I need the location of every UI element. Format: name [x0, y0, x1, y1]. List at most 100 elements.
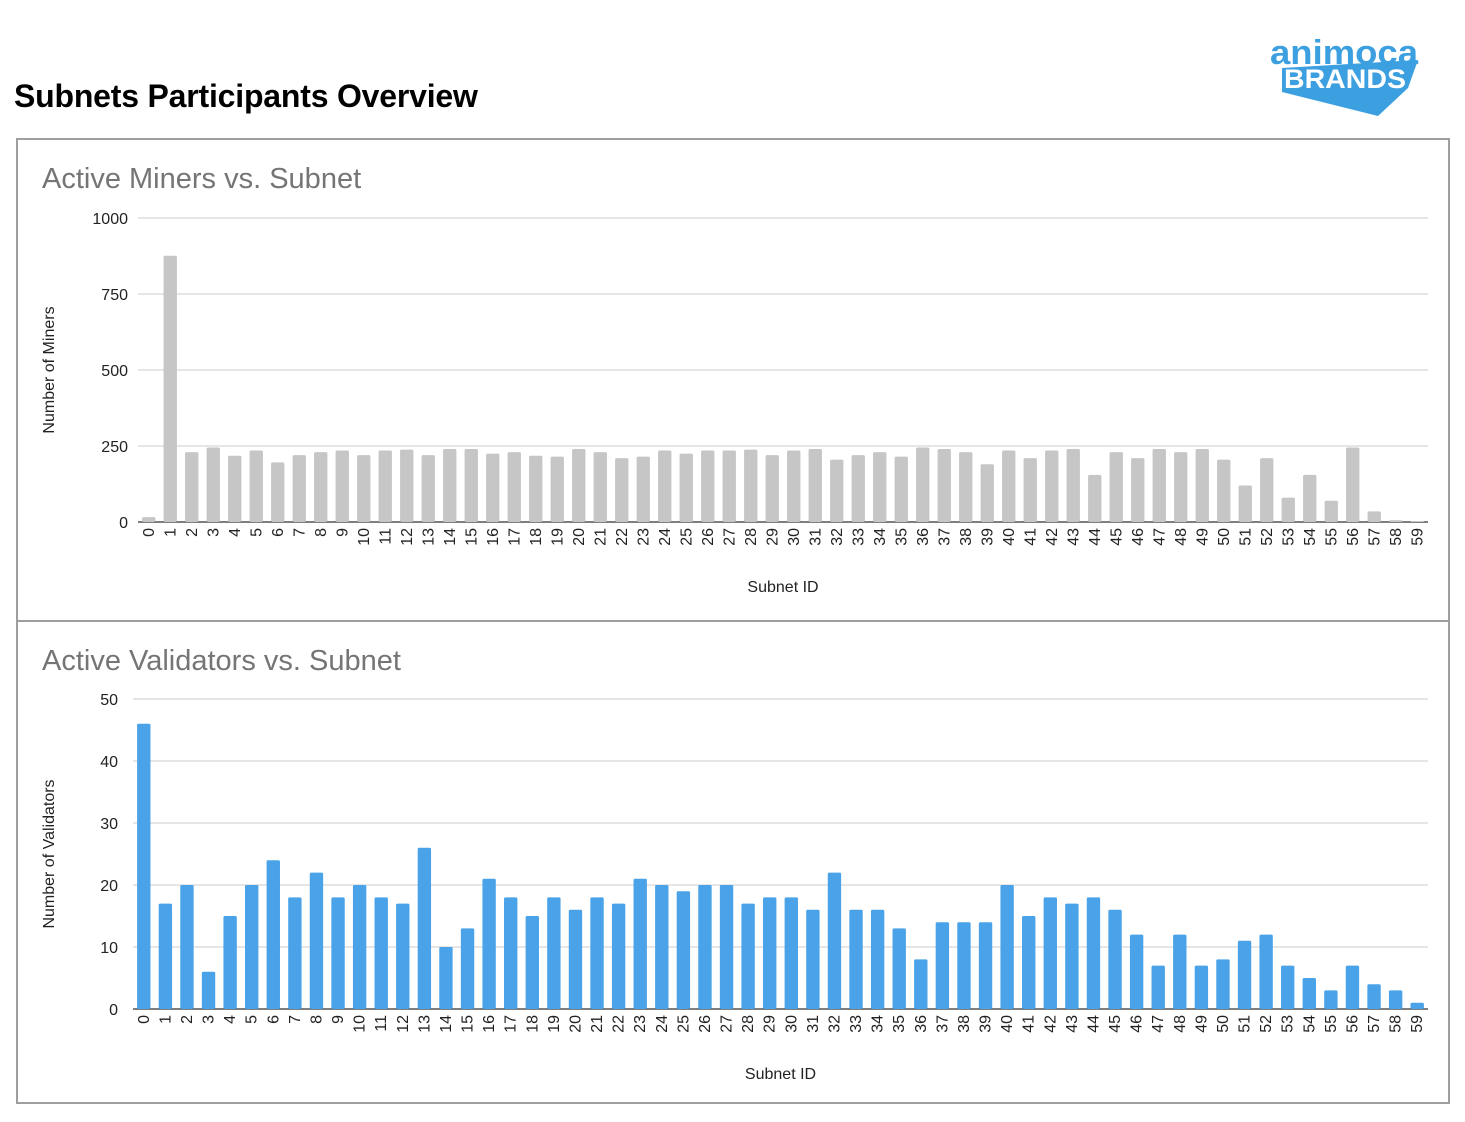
validators-chart-title: Active Validators vs. Subnet — [42, 645, 401, 677]
validators-y-tick-label: 50 — [100, 692, 118, 709]
miners-x-tick-label: 42 — [1044, 528, 1061, 546]
validators-bar — [763, 897, 777, 1009]
validators-x-axis-label: Subnet ID — [745, 1066, 816, 1083]
miners-bar — [142, 517, 156, 522]
validators-bar — [223, 916, 237, 1009]
validators-x-tick-label: 51 — [1237, 1015, 1254, 1033]
miners-bar — [1238, 485, 1252, 522]
validators-bar — [1216, 959, 1230, 1009]
miners-x-tick-label: 44 — [1087, 528, 1104, 546]
validators-bar — [698, 885, 712, 1009]
validators-x-tick-label: 49 — [1193, 1015, 1210, 1033]
validators-bar — [806, 909, 820, 1009]
validators-x-tick-label: 31 — [805, 1015, 822, 1033]
miners-bar — [1066, 449, 1080, 522]
validators-x-tick-label: 40 — [999, 1015, 1016, 1033]
miners-x-tick-label: 8 — [313, 528, 330, 537]
validators-bar — [1237, 940, 1252, 1009]
validators-bar — [309, 872, 324, 1009]
miners-bar — [529, 455, 543, 522]
validators-x-tick-label: 54 — [1301, 1015, 1318, 1033]
logo-banner-shape — [1282, 60, 1418, 116]
miners-x-tick-label: 2 — [184, 528, 201, 537]
validators-bar — [1324, 990, 1338, 1009]
miners-x-tick-label: 16 — [485, 528, 502, 546]
validators-x-tick-label: 19 — [546, 1015, 563, 1033]
miners-x-tick-label: 36 — [915, 528, 932, 546]
validators-x-tick-label: 14 — [438, 1015, 455, 1033]
miners-x-tick-label: 17 — [506, 528, 523, 546]
validators-bar — [1388, 990, 1403, 1009]
validators-x-tick-label: 59 — [1409, 1015, 1426, 1033]
miners-x-tick-label: 52 — [1259, 528, 1276, 546]
miners-bar — [1131, 458, 1145, 522]
miners-bar — [937, 449, 951, 522]
miners-y-tick-label: 750 — [101, 287, 128, 304]
miners-x-tick-label: 46 — [1130, 528, 1147, 546]
miners-bar — [550, 456, 564, 522]
miners-bar — [1324, 500, 1338, 522]
miners-x-axis-label: Subnet ID — [747, 579, 818, 596]
validators-x-tick-label: 58 — [1388, 1015, 1405, 1033]
miners-bar — [894, 456, 908, 522]
miners-x-tick-label: 59 — [1409, 528, 1426, 546]
validators-bar — [288, 897, 302, 1009]
validators-bar — [978, 922, 993, 1009]
miners-bar — [1410, 521, 1424, 522]
validators-bar — [158, 903, 173, 1009]
validators-x-tick-label: 37 — [934, 1015, 951, 1033]
miners-y-tick-label: 250 — [101, 439, 128, 456]
miners-bar — [873, 452, 887, 522]
validators-bar — [417, 847, 432, 1009]
miners-bar — [851, 455, 865, 522]
miners-bar — [1346, 447, 1360, 522]
validators-bar — [1086, 897, 1101, 1009]
brand-logo: animoca BRANDS — [1268, 30, 1428, 120]
validators-x-tick-label: 26 — [697, 1015, 714, 1033]
validators-x-tick-label: 1 — [157, 1015, 174, 1024]
miners-x-tick-label: 39 — [979, 528, 996, 546]
miners-bar — [679, 453, 693, 522]
miners-bar — [1152, 449, 1166, 522]
miners-bar — [572, 449, 586, 522]
miners-x-tick-label: 54 — [1302, 528, 1319, 546]
validators-bar — [266, 860, 280, 1009]
miners-bar — [335, 450, 349, 522]
validators-bar — [1302, 978, 1316, 1009]
miners-x-tick-label: 28 — [743, 528, 760, 546]
miners-x-tick-label: 23 — [635, 528, 652, 546]
validators-bar — [460, 928, 475, 1009]
miners-x-tick-label: 24 — [657, 528, 674, 546]
validators-x-tick-label: 48 — [1172, 1015, 1189, 1033]
miners-x-tick-label: 33 — [850, 528, 867, 546]
miners-x-tick-label: 57 — [1366, 528, 1383, 546]
validators-bar — [1108, 909, 1122, 1009]
miners-x-tick-label: 49 — [1194, 528, 1211, 546]
validators-bar — [504, 897, 518, 1009]
validators-x-tick-label: 52 — [1258, 1015, 1275, 1033]
miners-bar — [722, 450, 736, 522]
miners-bar — [443, 449, 457, 522]
miners-x-tick-label: 13 — [420, 528, 437, 546]
miners-bar — [636, 456, 650, 522]
miners-x-tick-label: 19 — [549, 528, 566, 546]
miners-x-tick-label: 37 — [936, 528, 953, 546]
validators-x-tick-label: 30 — [783, 1015, 800, 1033]
validators-bar — [741, 903, 755, 1009]
miners-bar — [808, 449, 822, 522]
validators-bar — [827, 872, 842, 1009]
miners-x-tick-label: 22 — [614, 528, 631, 546]
validators-x-tick-label: 43 — [1064, 1015, 1081, 1033]
miners-x-tick-label: 29 — [764, 528, 781, 546]
validators-bar — [719, 885, 734, 1009]
validators-x-tick-label: 41 — [1021, 1015, 1038, 1033]
miners-x-tick-label: 9 — [334, 528, 351, 537]
validators-bar — [655, 885, 669, 1009]
miners-x-tick-label: 4 — [227, 528, 244, 537]
validators-bar — [1410, 1002, 1424, 1009]
miners-bar — [185, 452, 199, 522]
miners-bar — [292, 455, 306, 522]
miners-x-tick-label: 58 — [1388, 528, 1405, 546]
validators-bar — [525, 916, 539, 1009]
validators-bar — [1367, 984, 1381, 1009]
